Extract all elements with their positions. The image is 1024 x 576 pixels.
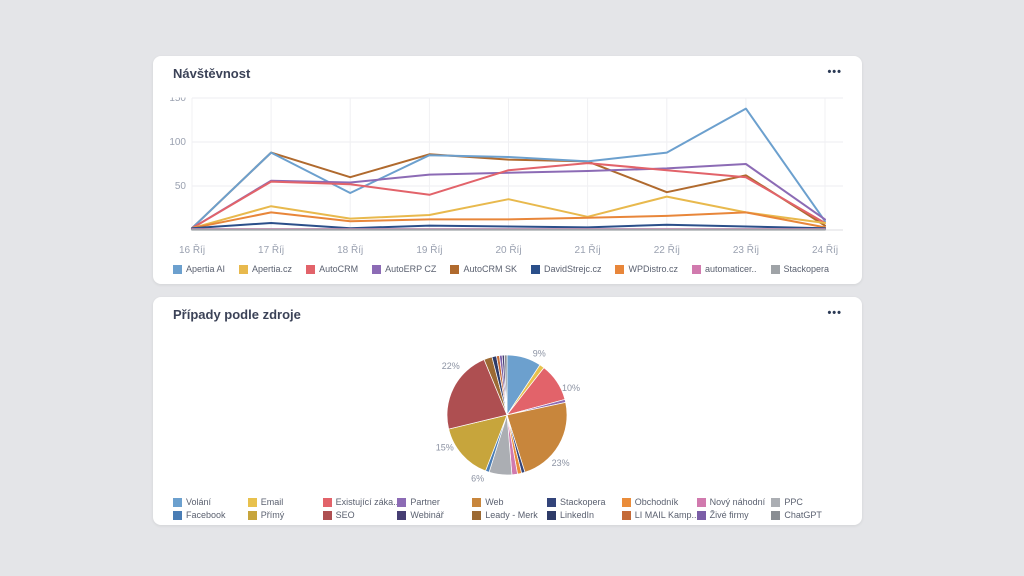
svg-text:9%: 9% [533,348,546,358]
svg-text:23 Říj: 23 Říj [733,243,759,256]
svg-text:50: 50 [175,181,187,192]
svg-text:22%: 22% [442,361,460,371]
svg-text:24 Říj: 24 Říj [812,243,838,256]
svg-text:16 Říj: 16 Říj [179,243,205,256]
svg-text:17 Říj: 17 Říj [258,243,284,256]
svg-text:20 Říj: 20 Říj [495,243,521,256]
svg-text:100: 100 [169,137,186,148]
svg-text:150: 150 [169,93,186,104]
svg-text:23%: 23% [552,458,570,468]
svg-text:10%: 10% [562,383,580,393]
svg-text:19 Říj: 19 Říj [416,243,442,256]
svg-text:22 Říj: 22 Říj [654,243,680,256]
svg-text:15%: 15% [436,443,454,453]
svg-text:6%: 6% [471,474,484,484]
svg-text:21 Říj: 21 Říj [575,243,601,256]
svg-text:18 Říj: 18 Říj [337,243,363,256]
